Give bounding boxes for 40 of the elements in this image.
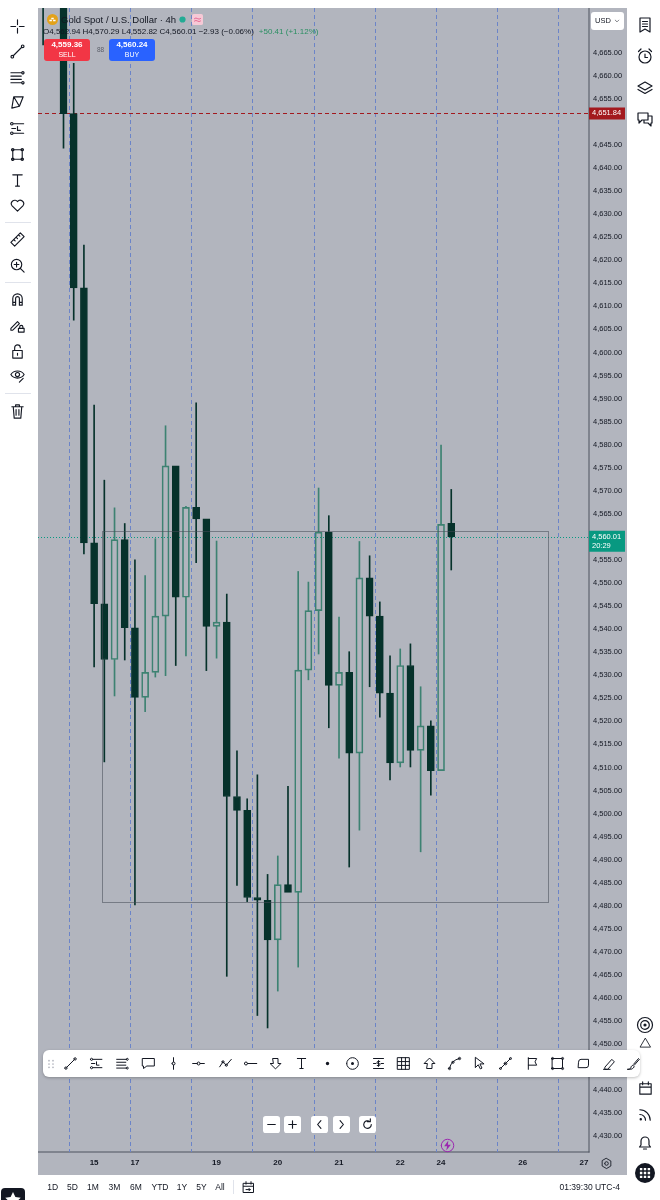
candlestick <box>120 523 129 661</box>
x-tick-label: 19 <box>212 1158 222 1167</box>
x-tick-label: 26 <box>518 1158 528 1167</box>
x-tick-label: 27 <box>579 1158 589 1167</box>
x-tick-label: 15 <box>89 1158 100 1167</box>
candlestick <box>375 601 384 718</box>
candlestick <box>233 750 241 886</box>
text: YTD <box>150 1182 170 1192</box>
candlestick <box>222 593 231 977</box>
annotation: 4,560.24 <box>115 40 149 50</box>
candlestick <box>345 651 354 868</box>
text: 6M <box>129 1182 143 1192</box>
candlestick <box>284 786 292 893</box>
candlestick <box>386 655 394 781</box>
x-tick-label: 24 <box>436 1158 447 1167</box>
annotation: +50.41 (+1.12%) <box>258 27 319 36</box>
candlestick <box>171 465 180 666</box>
x-tick-label: 17 <box>130 1158 140 1167</box>
text: 1Y <box>175 1182 189 1192</box>
text: All <box>214 1182 226 1192</box>
candlestick <box>100 479 109 763</box>
text: 3M <box>107 1182 122 1192</box>
text: 1D <box>46 1182 60 1192</box>
candlestick <box>427 720 435 796</box>
x-tick-label: 22 <box>395 1158 406 1167</box>
x-tick-label: 20 <box>273 1158 283 1167</box>
candlestick <box>80 244 88 555</box>
candlestick <box>324 515 333 729</box>
candlestick <box>90 404 98 668</box>
text: 1M <box>86 1182 100 1192</box>
candlestick <box>69 63 78 321</box>
text: 5Y <box>195 1182 208 1192</box>
candlestick <box>243 798 252 902</box>
candlestick <box>192 402 200 564</box>
text: 01:39:30 UTC-4 <box>559 1182 620 1192</box>
text: 5D <box>65 1182 79 1192</box>
x-tick-label: 21 <box>334 1158 345 1167</box>
annotation: 4,559.36 <box>50 40 84 50</box>
candlestick <box>447 489 456 571</box>
candlestick <box>131 559 139 906</box>
